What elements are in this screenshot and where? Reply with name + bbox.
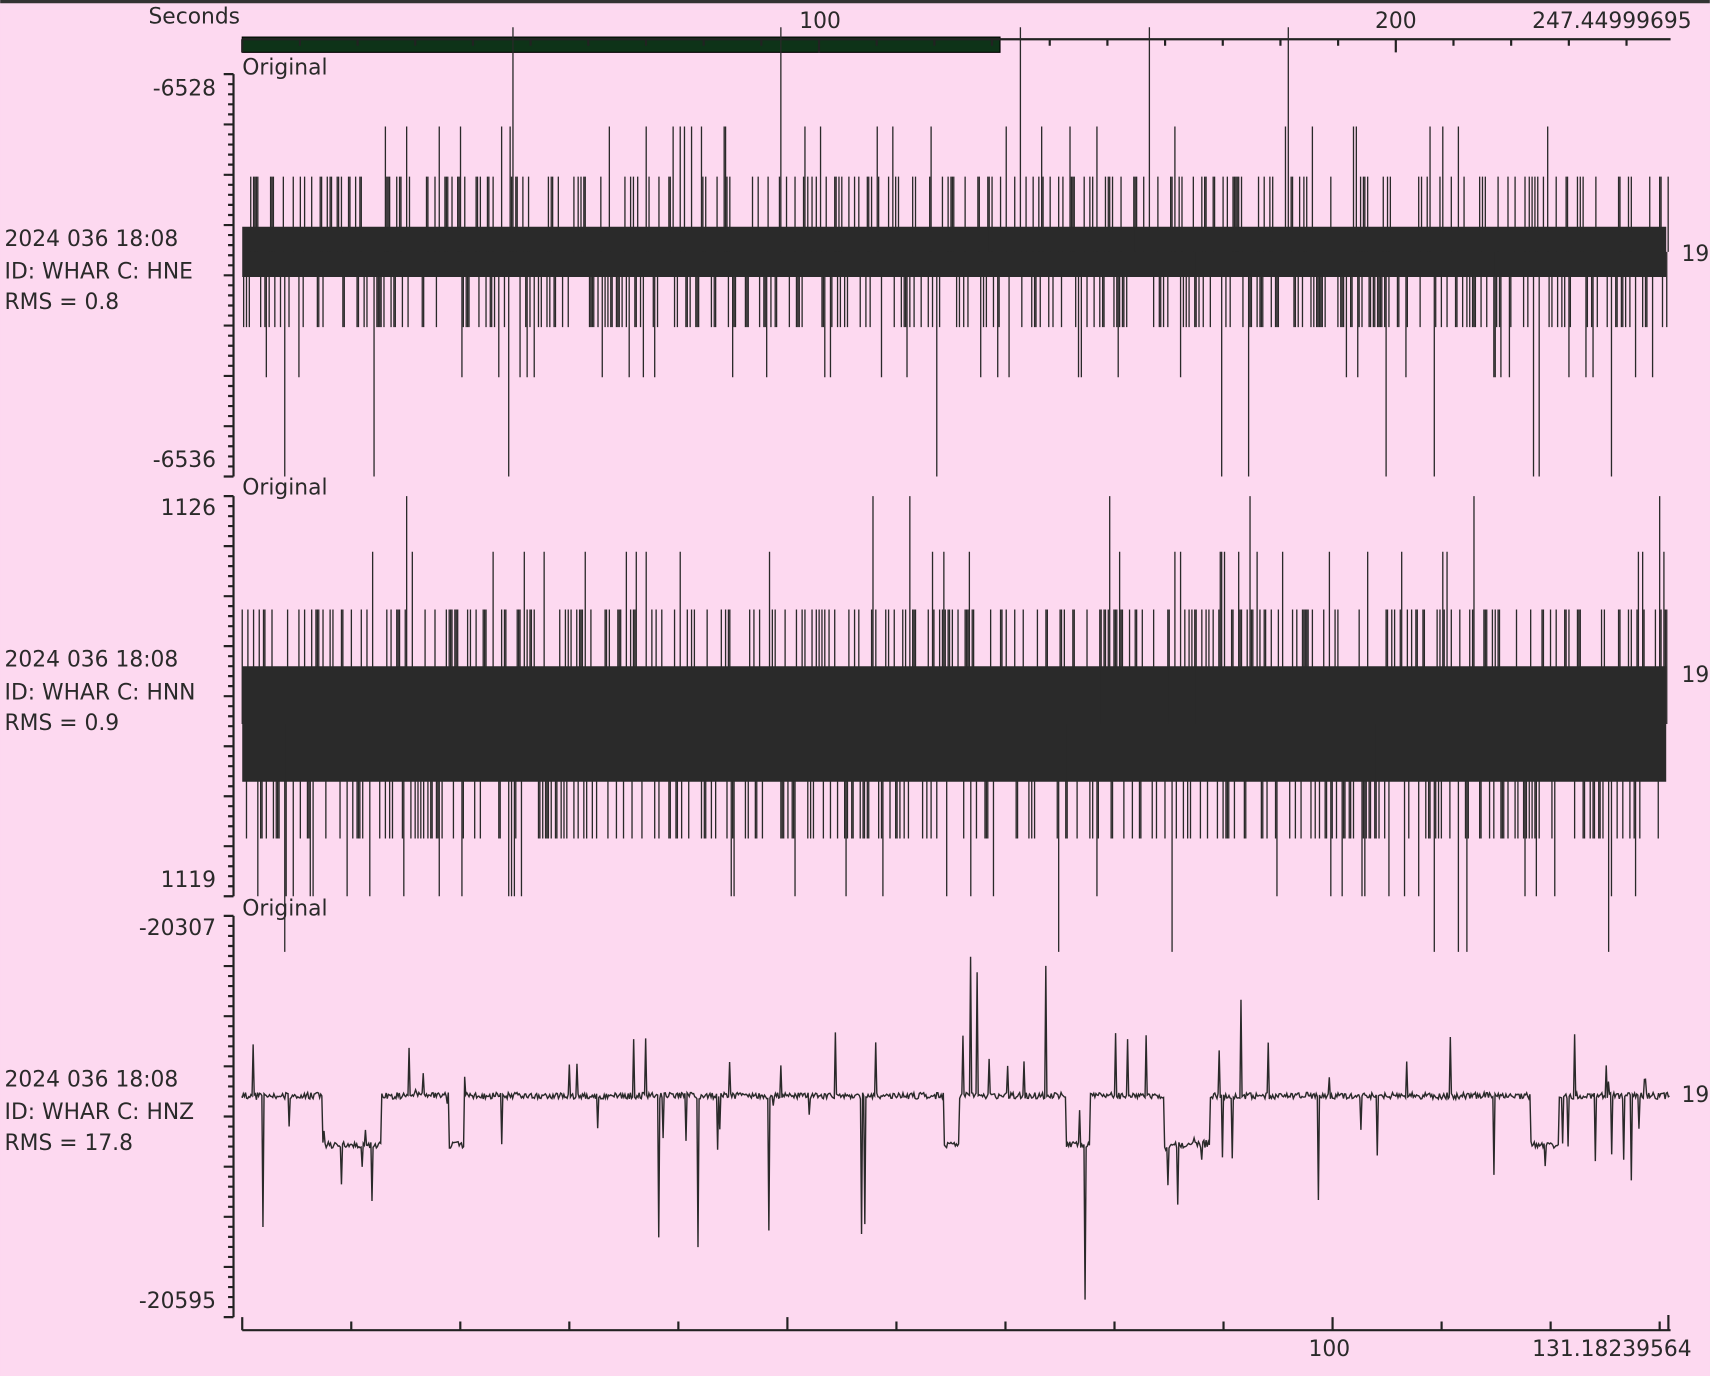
trace-tag: Original — [242, 896, 327, 921]
trace-date: 2024 036 18:08 — [5, 1068, 179, 1093]
y-axis — [223, 73, 235, 478]
trace-rms: RMS = 17.8 — [5, 1131, 133, 1156]
trace-tag: Original — [242, 56, 327, 81]
waveform — [241, 956, 1670, 1300]
y-axis — [223, 914, 235, 1319]
waveform — [241, 496, 1668, 952]
right-label: 19 — [1681, 242, 1709, 267]
trace-panel: Original -20307 -20595 2024 036 18:08 ID: WH… — [5, 896, 1709, 1319]
top-tick-label: 247.44999695 — [1532, 9, 1691, 34]
trace-panel: Original -6528 -6536 2024 036 18:08 ID: WHAR… — [5, 27, 1709, 478]
time-axis-label: Seconds — [148, 4, 240, 29]
y-top-label: 1126 — [161, 496, 216, 521]
top-tick-label: 100 — [799, 9, 841, 34]
y-top-label: -6528 — [153, 76, 216, 101]
trace-id: ID: WHAR C: HNE — [5, 260, 193, 285]
bottom-tick-label: 100 — [1308, 1337, 1350, 1362]
panels: Original -6528 -6536 2024 036 18:08 ID: WHAR… — [5, 27, 1709, 1319]
waveform — [242, 27, 1669, 477]
y-bottom-label: -20595 — [139, 1289, 216, 1314]
trace-rms: RMS = 0.9 — [5, 711, 120, 736]
trace-date: 2024 036 18:08 — [5, 227, 179, 252]
trace-id: ID: WHAR C: HNN — [5, 680, 196, 705]
top-tick-label: 200 — [1375, 9, 1417, 34]
y-axis — [223, 495, 235, 898]
tick-marks — [241, 39, 1670, 1331]
axis-ticks — [241, 39, 1670, 1331]
right-label: 19 — [1681, 663, 1709, 688]
trace-panel: Original 1126 1119 2024 036 18:08 ID: WHAR C… — [5, 475, 1709, 952]
waveform-fill — [242, 666, 1667, 782]
right-label: 19 — [1681, 1083, 1709, 1108]
trace-id: ID: WHAR C: HNZ — [5, 1100, 195, 1125]
trace-rms: RMS = 0.8 — [5, 290, 120, 315]
y-bottom-label: 1119 — [161, 868, 216, 893]
y-bottom-label: -6536 — [153, 448, 216, 473]
y-top-label: -20307 — [139, 916, 216, 941]
bottom-tick-label: 131.18239564 — [1532, 1337, 1691, 1362]
trace-date: 2024 036 18:08 — [5, 648, 179, 673]
trace-tag: Original — [242, 475, 327, 500]
